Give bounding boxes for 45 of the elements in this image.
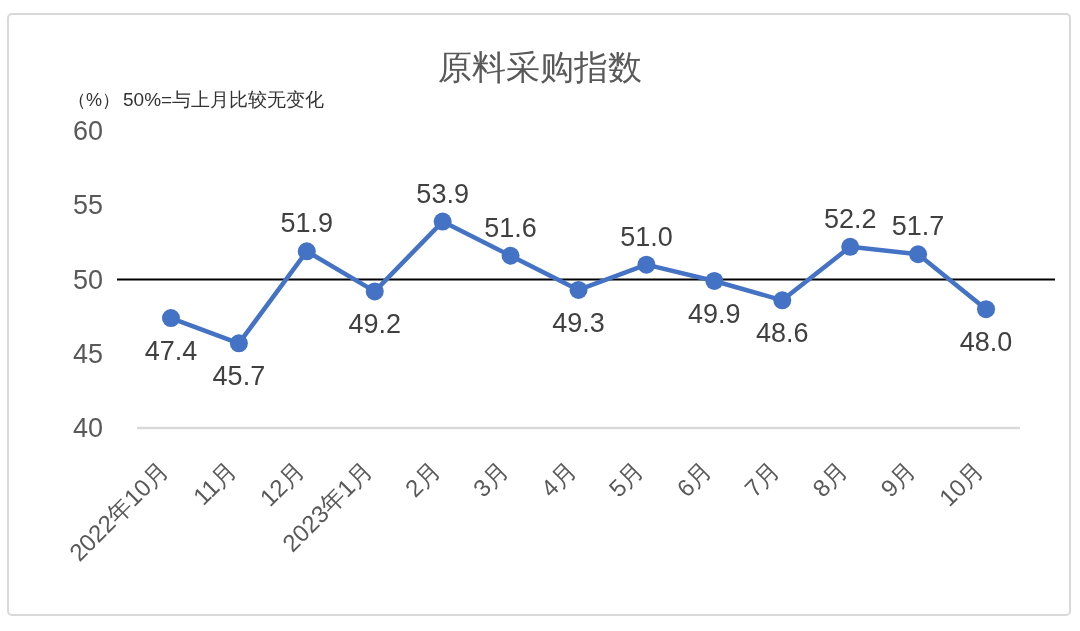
- x-tick-label: 10月: [933, 456, 989, 512]
- x-tick-label: 11月: [187, 456, 242, 511]
- data-label: 52.2: [823, 203, 877, 234]
- data-label: 51.0: [620, 221, 673, 252]
- text: 50%=与上月比较无变化: [123, 89, 325, 110]
- data-label: 48.6: [755, 318, 809, 349]
- point: [909, 245, 928, 264]
- chart-title: 原料采购指数: [438, 48, 642, 86]
- point: [433, 212, 452, 231]
- x-tick-label: 2月: [399, 456, 446, 502]
- data-label: 45.7: [212, 361, 266, 392]
- point: [297, 242, 316, 261]
- x-tick-label: 9月: [875, 456, 921, 502]
- data-label: 51.7: [891, 211, 945, 242]
- x-tick-label: 5月: [603, 456, 649, 502]
- point: [637, 255, 656, 274]
- x-tick-label: 4月: [535, 456, 582, 502]
- y-tick-label: 60: [72, 116, 103, 146]
- point: [705, 271, 724, 290]
- x-tick-label: 7月: [739, 456, 785, 502]
- point: [365, 282, 384, 301]
- point: [773, 291, 792, 310]
- x-tick-label: 12月: [254, 456, 310, 512]
- point: [229, 334, 248, 353]
- data-label: 49.9: [688, 298, 741, 329]
- data-label: 51.6: [484, 212, 537, 243]
- data-label: 49.3: [552, 307, 605, 338]
- x-tick-label: 8月: [807, 456, 853, 502]
- data-label: 49.2: [348, 309, 402, 340]
- y-tick-label: 45: [72, 338, 103, 369]
- x-tick-label: 3月: [467, 456, 514, 502]
- y-tick-label: 40: [72, 413, 103, 443]
- data-label: 48.0: [959, 327, 1013, 358]
- point: [977, 300, 996, 319]
- point: [841, 237, 860, 256]
- y-axis-title: （%）: [68, 90, 121, 110]
- y-tick-label: 55: [72, 190, 103, 221]
- y-tick-label: 50: [72, 264, 103, 295]
- point: [161, 309, 180, 328]
- point: [569, 280, 588, 299]
- point: [501, 246, 520, 265]
- x-tick-label: 6月: [671, 456, 717, 502]
- data-label: 47.4: [144, 336, 198, 367]
- data-label: 51.9: [280, 208, 334, 239]
- data-label: 53.9: [416, 178, 469, 209]
